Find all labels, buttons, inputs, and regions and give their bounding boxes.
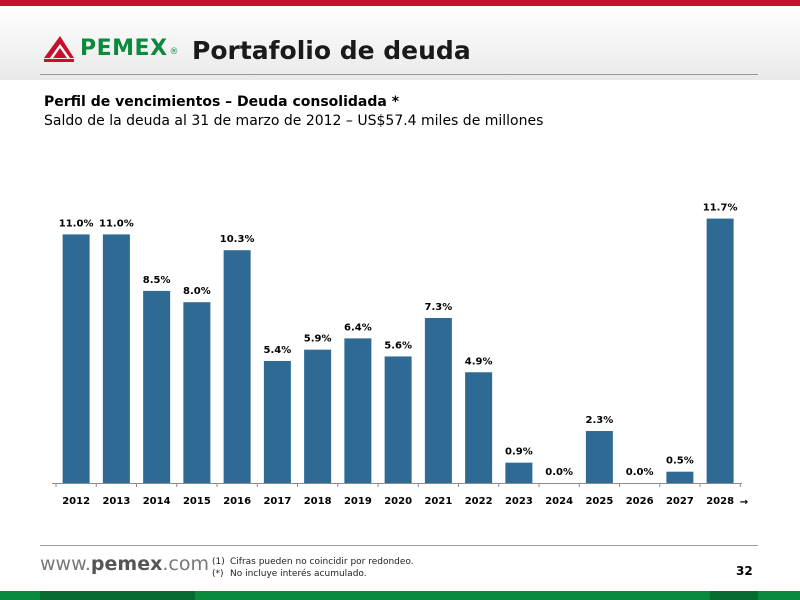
value-label-2012: 11.0% [59, 218, 94, 229]
value-label-2014: 8.5% [143, 275, 171, 286]
logo-text: PEMEX [80, 35, 168, 61]
x-tick-label-2014: 2014 [143, 496, 171, 507]
bar-2020 [384, 356, 412, 483]
chart-subtitle-primary: Perfil de vencimientos – Deuda consolida… [44, 94, 400, 110]
x-tick-label-2028: 2028 [706, 496, 734, 507]
bar-2025 [585, 431, 613, 483]
value-label-2026: 0.0% [626, 467, 654, 478]
footnotes: (1) Cifras pueden no coincidir por redon… [212, 556, 414, 580]
x-tick-label-2015: 2015 [183, 496, 211, 507]
value-label-2015: 8.0% [183, 286, 211, 297]
footnote-2: (*) No incluye interés acumulado. [212, 569, 367, 579]
bar-2023 [505, 462, 533, 483]
value-label-2025: 2.3% [586, 415, 614, 426]
value-label-2017: 5.4% [264, 345, 292, 356]
bar-2027 [666, 471, 694, 483]
header-divider [40, 74, 758, 75]
slide-header: PEMEX ® Portafolio de deuda [0, 6, 800, 80]
x-tick-label-2022: 2022 [465, 496, 493, 507]
footnote-1: (1) Cifras pueden no coincidir por redon… [212, 557, 414, 567]
x-tick-label-2026: 2026 [626, 496, 654, 507]
website-url[interactable]: www.pemex.com [40, 553, 209, 575]
page-number: 32 [736, 564, 753, 578]
maturity-bar-chart: 11.0% 2012 11.0% 2013 8.5% 2014 8.0% 2015 10.3% 2… [52, 203, 748, 508]
x-tick-label-2012: 2012 [62, 496, 90, 507]
bar-2016 [223, 250, 251, 483]
value-label-2013: 11.0% [99, 218, 134, 229]
chart-subtitle-secondary: Saldo de la deuda al 31 de marzo de 2012… [44, 113, 544, 129]
x-tick-label-2023: 2023 [505, 496, 533, 507]
x-tick-label-2020: 2020 [384, 496, 412, 507]
x-tick-label-2019: 2019 [344, 496, 372, 507]
x-tick-label-2027: 2027 [666, 496, 694, 507]
bar-2018 [304, 349, 332, 483]
value-label-2018: 5.9% [304, 334, 332, 345]
pemex-eagle-icon [44, 36, 74, 62]
top-red-bar [0, 0, 800, 6]
bar-2013 [102, 234, 130, 483]
bar-2021 [424, 318, 452, 483]
value-label-2028: 11.7% [703, 203, 738, 214]
bar-2015 [183, 302, 211, 483]
bar-2014 [143, 290, 171, 483]
value-label-2022: 4.9% [465, 356, 493, 367]
x-tick-label-2016: 2016 [223, 496, 251, 507]
value-label-2027: 0.5% [666, 456, 694, 467]
bar-2022 [465, 372, 493, 483]
x-tick-label-2025: 2025 [585, 496, 613, 507]
x-tick-label-2018: 2018 [304, 496, 332, 507]
bar-2019 [344, 338, 372, 483]
value-label-2023: 0.9% [505, 447, 533, 458]
x-tick-label-2013: 2013 [102, 496, 130, 507]
value-label-2024: 0.0% [545, 467, 573, 478]
value-label-2021: 7.3% [425, 302, 453, 313]
value-label-2020: 5.6% [384, 340, 412, 351]
x-tick-label-2024: 2024 [545, 496, 573, 507]
footer-divider [40, 545, 758, 546]
value-label-2019: 6.4% [344, 322, 372, 333]
bar-2012 [62, 234, 90, 483]
page-title: Portafolio de deuda [192, 36, 471, 65]
continuation-arrow-icon: → [740, 497, 748, 508]
bar-2028 [706, 218, 734, 483]
bottom-green-bar [0, 591, 800, 600]
pemex-logo: PEMEX ® [40, 28, 179, 68]
registered-mark: ® [169, 47, 179, 57]
x-tick-label-2021: 2021 [424, 496, 452, 507]
value-label-2016: 10.3% [220, 234, 255, 245]
x-tick-label-2017: 2017 [263, 496, 291, 507]
bar-2017 [263, 360, 291, 483]
